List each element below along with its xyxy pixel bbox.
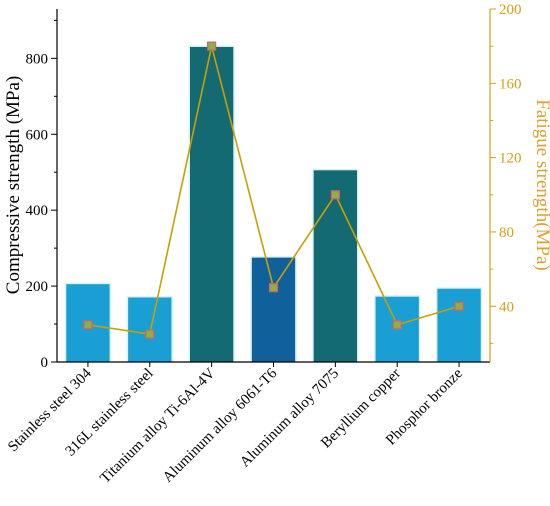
- right-tick-label: 160: [499, 76, 522, 92]
- fatigue-point: [207, 41, 217, 51]
- bar: [189, 46, 234, 362]
- left-ticks: 0 200 400 600 800: [26, 19, 57, 371]
- right-tick-label: 80: [499, 225, 514, 241]
- bar: [437, 288, 481, 362]
- right-tick-label: 200: [499, 2, 522, 18]
- fatigue-point: [83, 320, 93, 330]
- right-tick-label: 40: [499, 299, 514, 315]
- fatigue-point: [268, 283, 279, 293]
- right-tick-label: 120: [499, 151, 522, 167]
- fatigue-point: [454, 301, 464, 311]
- left-tick-label: 600: [26, 127, 49, 143]
- fatigue-point: [392, 320, 402, 330]
- y-axis-title-left: Compressive strength (MPa): [3, 76, 24, 294]
- bar: [251, 257, 296, 362]
- left-tick-label: 400: [26, 203, 49, 219]
- left-tick-label: 0: [41, 355, 49, 371]
- left-tick-label: 200: [26, 279, 49, 295]
- x-tick-label: Aluminum alloy 6061-T6: [160, 365, 281, 486]
- right-ticks: 40 80 120 160 200: [490, 2, 522, 344]
- bars-layer: [64, 45, 483, 362]
- y-axis-title-right: Fatigue strength(MPa): [532, 99, 550, 271]
- fatigue-point: [145, 329, 155, 339]
- fatigue-point: [330, 190, 340, 200]
- x-tick-label: Titanium alloy Ti-6Al-4V: [97, 365, 218, 486]
- bar: [313, 170, 358, 362]
- left-tick-label: 800: [26, 51, 49, 67]
- fatigue-line-layer: [83, 41, 464, 339]
